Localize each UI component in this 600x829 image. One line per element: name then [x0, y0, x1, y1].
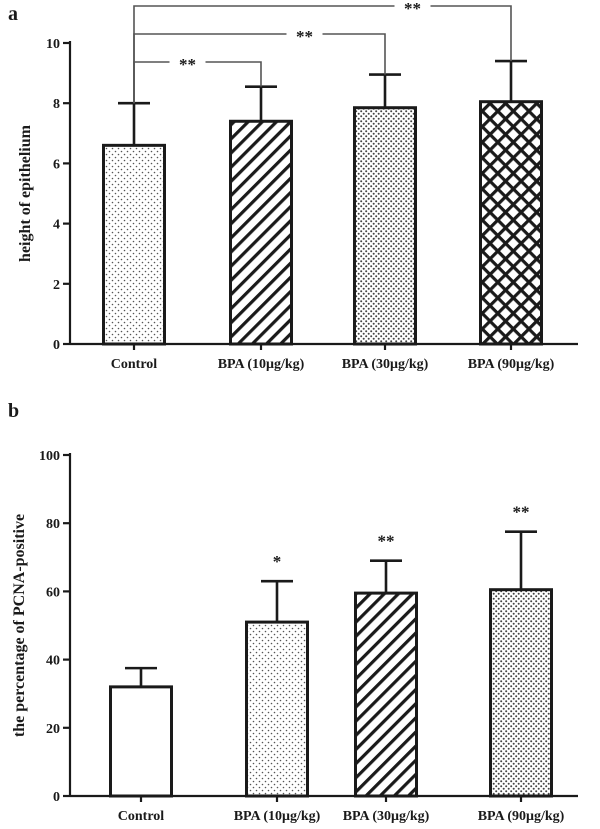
- significance-bg: [286, 25, 323, 39]
- significance-label: **: [513, 503, 530, 522]
- y-tick-label: 40: [46, 654, 60, 669]
- y-tick-label: 100: [39, 449, 60, 464]
- bar-3: [354, 591, 418, 798]
- y-tick-label: 2: [53, 278, 60, 293]
- x-tick-label: BPA (30μg/kg): [342, 357, 429, 372]
- x-tick-label: Control: [111, 357, 158, 372]
- chart-panel-a: a height of epithelium Control BPA (10μg/kg…: [8, 0, 578, 372]
- y-tick-label: 10: [46, 37, 60, 52]
- x-tick-label: BPA (90μg/kg): [478, 809, 565, 824]
- y-axis-label: the percentage of PCNA-positive: [11, 514, 28, 737]
- comparison-bracket: [133, 33, 386, 104]
- significance-bg: [169, 53, 206, 67]
- comparison-bracket: [133, 5, 512, 104]
- significance-label: *: [273, 552, 282, 571]
- x-tick-label: BPA (10μg/kg): [218, 357, 305, 372]
- x-tick-label: BPA (30μg/kg): [343, 809, 430, 824]
- y-axis-label: height of epithelium: [17, 124, 34, 262]
- bar-3: [353, 106, 417, 346]
- y-tick-label: 4: [53, 218, 60, 233]
- bar-1: [109, 685, 173, 798]
- significance-label: **: [179, 55, 196, 74]
- panel-label: b: [8, 400, 19, 422]
- bar-2: [245, 620, 309, 798]
- x-tick-label: Control: [118, 809, 165, 824]
- chart-panel-b: b the percentage of PCNA-positive Control B…: [8, 400, 578, 824]
- y-tick-label: 0: [53, 338, 60, 353]
- significance-label: **: [378, 532, 395, 551]
- y-tick-label: 6: [53, 157, 60, 172]
- panel-label: a: [8, 3, 18, 25]
- x-tick-label: BPA (10μg/kg): [234, 809, 321, 824]
- x-tick-label: BPA (90μg/kg): [468, 357, 555, 372]
- comparison-bracket: [133, 61, 262, 104]
- y-tick-label: 80: [46, 517, 60, 532]
- significance-label: **: [404, 0, 421, 18]
- significance-bg: [394, 0, 431, 11]
- y-tick-label: 20: [46, 722, 60, 737]
- bar-1: [102, 143, 166, 346]
- y-tick-label: 60: [46, 585, 60, 600]
- significance-label: **: [296, 27, 313, 46]
- y-tick-label: 0: [53, 790, 60, 805]
- bar-4: [479, 100, 543, 346]
- bar-2: [229, 119, 293, 346]
- y-tick-label: 8: [53, 97, 60, 112]
- bar-4: [489, 588, 553, 798]
